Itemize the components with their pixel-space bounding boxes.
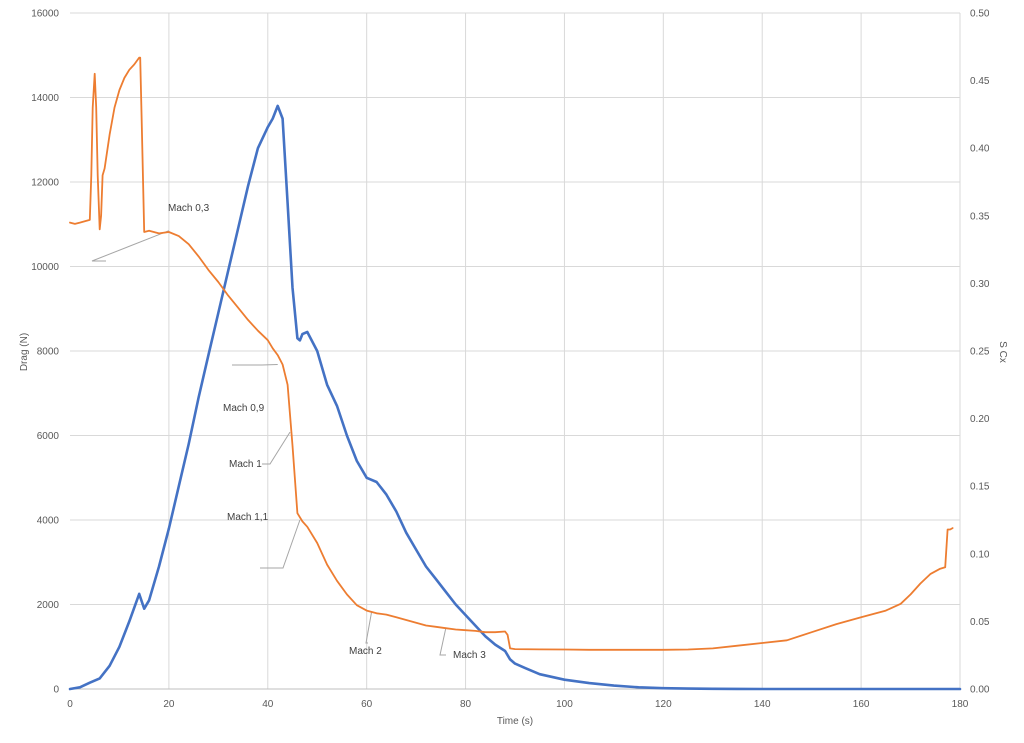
y2-tick-label: 0.05 [970, 617, 990, 628]
annotation-leader [260, 519, 301, 569]
y-tick-label: 16000 [31, 9, 59, 20]
gridlines [70, 12, 961, 689]
series-lines [68, 56, 962, 691]
annotation-label: Mach 0,3 [168, 203, 210, 214]
y2-tick-label: 0.40 [970, 144, 990, 155]
y-axis-title: Drag (N) [19, 333, 30, 371]
x-tick-label: 160 [853, 699, 870, 710]
y2-tick-label: 0.30 [970, 279, 990, 290]
annotation-leader [91, 230, 170, 262]
annotation-label: Mach 0,9 [223, 403, 265, 414]
annotation-label: Mach 3 [453, 650, 486, 661]
annotation-leader-lines [91, 230, 447, 656]
series-line-1 [68, 104, 962, 691]
y2-tick-label: 0.50 [970, 9, 990, 20]
x-tick-label: 60 [361, 699, 373, 710]
y-tick-label: 8000 [37, 347, 60, 358]
y2-axis-title: S Cx [997, 341, 1008, 363]
annotation-label: Mach 1,1 [227, 512, 269, 523]
y-tick-label: 6000 [37, 431, 60, 442]
y-tick-label: 4000 [37, 516, 60, 527]
x-tick-label: 0 [67, 699, 73, 710]
y-tick-label: 0 [53, 685, 59, 696]
x-tick-label: 140 [754, 699, 771, 710]
x-axis-title: Time (s) [497, 716, 533, 727]
x-axis-tick-labels: 0 20 40 60 80 100 120 140 160 180 [67, 699, 969, 710]
annotation-leader [365, 611, 373, 644]
y-tick-label: 10000 [31, 262, 59, 273]
annotations: Mach 0,3 Mach 0,9 Mach 1 Mach 1,1 Mach 2 Mach… [168, 203, 486, 661]
y-tick-label: 2000 [37, 600, 60, 611]
x-tick-label: 180 [952, 699, 969, 710]
annotation-leader [232, 364, 278, 366]
y-tick-label: 14000 [31, 93, 59, 104]
x-tick-label: 40 [262, 699, 274, 710]
y2-tick-label: 0.00 [970, 685, 990, 696]
annotation-leader [262, 431, 291, 465]
annotation-leader [439, 628, 447, 656]
x-tick-label: 100 [556, 699, 573, 710]
y2-tick-label: 0.25 [970, 347, 990, 358]
series-line-2 [69, 56, 954, 651]
x-tick-label: 80 [460, 699, 472, 710]
y2-tick-label: 0.15 [970, 482, 990, 493]
y-axis-tick-labels: 0 2000 4000 6000 8000 10000 12000 14000 16000 [31, 9, 59, 696]
x-tick-label: 120 [655, 699, 672, 710]
x-tick-label: 20 [163, 699, 175, 710]
y2-tick-label: 0.45 [970, 76, 990, 87]
annotation-label: Mach 1 [229, 459, 262, 470]
y2-tick-label: 0.20 [970, 414, 990, 425]
y2-tick-label: 0.10 [970, 549, 990, 560]
y2-axis-tick-labels: 0.00 0.05 0.10 0.15 0.20 0.25 0.30 0.35 0.40 0.45… [970, 9, 990, 696]
annotation-label: Mach 2 [349, 646, 382, 657]
y2-tick-label: 0.35 [970, 211, 990, 222]
y-tick-label: 12000 [31, 178, 59, 189]
